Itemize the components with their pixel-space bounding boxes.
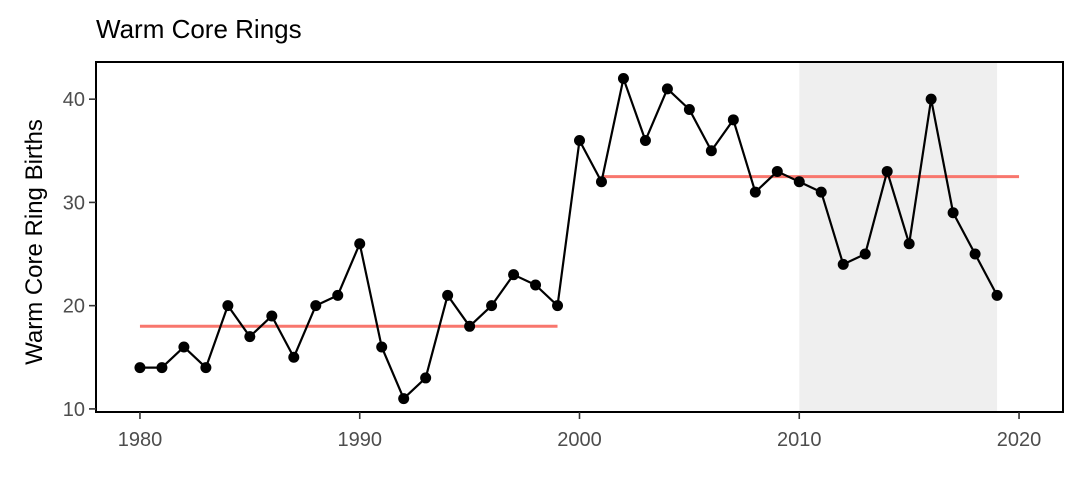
data-point [244,331,256,343]
data-point [354,238,366,250]
shaded-region-layer [799,62,998,412]
data-point [464,320,476,332]
data-point [574,134,585,146]
data-point [376,341,388,353]
data-point [442,289,454,301]
x-tick-label: 1980 [118,429,163,451]
mean-lines-layer [139,175,1020,328]
data-point [595,176,607,188]
x-tick-label: 2020 [997,429,1042,451]
series-line [139,77,999,400]
y-tick-label: 20 [63,296,85,318]
data-point [420,372,432,384]
data-point [178,341,190,353]
data-point [508,269,520,281]
data-point [222,300,234,312]
data-points-layer [134,73,1003,405]
series-line-layer [139,77,999,400]
x-tick-label: 2000 [557,429,602,451]
data-point [749,186,761,198]
data-point [332,289,344,301]
y-axis: 10 20 30 40 [63,89,96,421]
data-point [771,165,783,177]
data-point [398,393,410,405]
data-point [617,73,629,85]
x-axis: 1980 1990 2000 2010 2020 [118,412,1042,451]
data-point [793,176,805,188]
data-point [134,362,146,374]
x-tick-label: 1990 [337,429,382,451]
y-tick-label: 10 [63,399,85,421]
data-point [705,145,717,157]
data-point [288,351,300,363]
data-point [969,248,981,260]
data-point [947,207,959,219]
data-point [837,258,849,270]
y-tick-label: 40 [63,89,85,111]
data-point [683,103,695,115]
y-axis-title: Warm Core Ring Births [21,119,48,365]
data-point [859,248,871,260]
y-tick-label: 30 [63,192,85,214]
data-point [486,300,498,312]
data-point [925,93,937,105]
data-point [881,165,893,177]
data-point [552,300,564,312]
data-point [661,83,673,95]
data-point [903,238,915,250]
data-point [200,362,212,374]
chart-title: Warm Core Rings [96,14,302,44]
data-point [266,310,278,322]
shaded-region [799,62,998,412]
x-tick-label: 2010 [777,429,822,451]
data-point [530,279,542,291]
data-point [991,289,1003,301]
data-point [639,134,651,146]
data-point [310,300,322,312]
data-point [727,114,739,126]
data-point [156,362,168,374]
data-point [815,186,827,198]
